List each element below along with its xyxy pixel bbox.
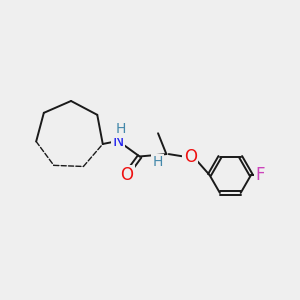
Text: H: H (152, 155, 163, 170)
Text: F: F (255, 166, 265, 184)
Text: N: N (112, 134, 124, 149)
Text: H: H (116, 122, 126, 136)
Text: O: O (184, 148, 196, 166)
Text: O: O (120, 167, 133, 184)
